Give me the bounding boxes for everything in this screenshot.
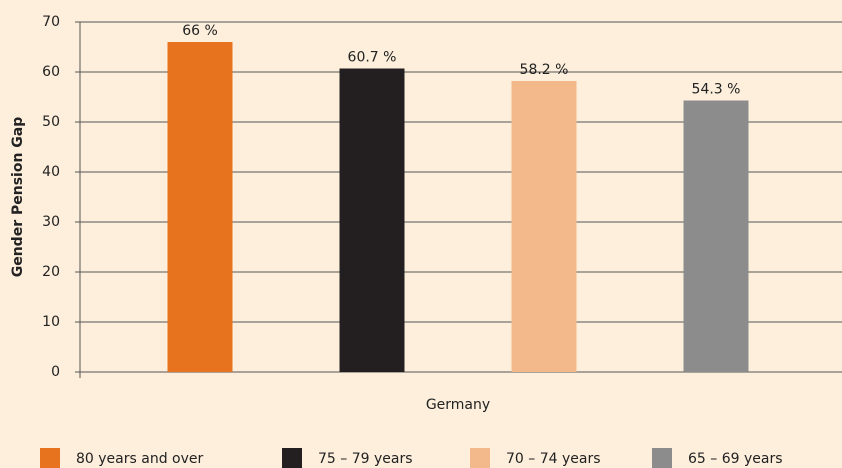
y-tick-label: 10 — [42, 314, 60, 330]
y-axis-label: Gender Pension Gap — [10, 117, 26, 278]
legend-swatch — [40, 448, 60, 468]
y-tick-label: 0 — [51, 364, 60, 380]
y-tick-label: 70 — [42, 14, 60, 30]
value-label: 60.7 % — [348, 50, 397, 66]
legend-label: 70 – 74 years — [506, 451, 601, 467]
value-label: 54.3 % — [692, 82, 741, 98]
y-tick-label: 40 — [42, 164, 60, 180]
legend-swatch — [282, 448, 302, 468]
legend-label: 65 – 69 years — [688, 451, 783, 467]
y-tick-label: 50 — [42, 114, 60, 130]
bar — [511, 81, 577, 372]
bar — [683, 100, 749, 372]
x-tick-label: Germany — [426, 397, 490, 413]
legend-swatch — [652, 448, 672, 468]
y-tick-label: 30 — [42, 214, 60, 230]
legend-label: 75 – 79 years — [318, 451, 413, 467]
y-tick-label: 20 — [42, 264, 60, 280]
legend-label: 80 years and over — [76, 451, 203, 467]
value-label: 58.2 % — [520, 62, 569, 78]
legend-swatch — [470, 448, 490, 468]
bar — [339, 68, 405, 372]
value-label: 66 % — [182, 23, 218, 39]
y-tick-label: 60 — [42, 64, 60, 80]
bar — [167, 42, 233, 372]
